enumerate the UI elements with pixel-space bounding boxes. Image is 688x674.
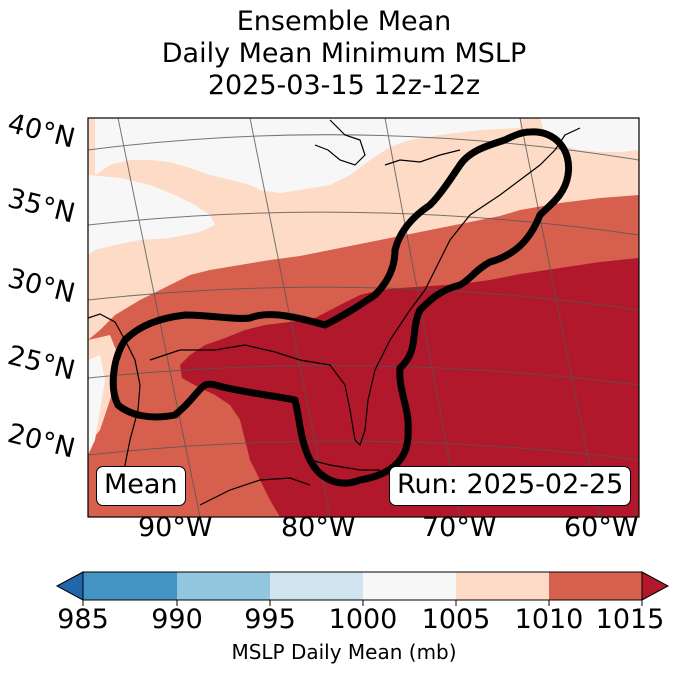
title-line-3: 2025-03-15 12z-12z <box>207 70 481 101</box>
cb-tick-985: 985 <box>57 604 109 635</box>
cb-tick-990: 990 <box>151 604 203 635</box>
cb-tick-1010: 1010 <box>514 604 584 635</box>
colorbar-bin-990-995 <box>177 572 270 600</box>
coastlines <box>88 119 581 506</box>
fill-1000-1005-east <box>540 118 639 152</box>
colorbar-bin-1005-1010 <box>456 572 549 600</box>
title-line-2: Daily Mean Minimum MSLP <box>161 38 527 69</box>
fill-1000-1005-west <box>88 175 215 255</box>
colorbar-bin-1000-1005 <box>363 572 456 600</box>
cb-tick-1015: 1015 <box>595 604 665 635</box>
graticule <box>88 118 639 517</box>
colorbar-bin-995-1000 <box>270 572 363 600</box>
cb-tick-995: 995 <box>244 604 296 635</box>
map-frame <box>87 117 640 518</box>
cb-tick-1000: 1000 <box>328 604 398 635</box>
lon-label-80w: 80°W <box>281 512 356 543</box>
mean-label-box: Mean <box>96 466 186 506</box>
colorbar-extend-high <box>641 571 670 601</box>
cb-tick-1005: 1005 <box>421 604 491 635</box>
lon-label-90w: 90°W <box>138 512 213 543</box>
colorbar-extend-low <box>55 571 84 601</box>
colorbar-bin-1010-1015 <box>549 572 642 600</box>
fill-1000-1005-southwest <box>88 355 105 455</box>
map-area <box>88 118 639 517</box>
title-line-1: Ensemble Mean <box>236 6 452 37</box>
lon-label-70w: 70°W <box>422 512 497 543</box>
run-date-label-box: Run: 2025-02-25 <box>389 466 632 506</box>
colorbar <box>55 571 670 606</box>
mslp-contour <box>109 128 573 487</box>
fill-above-1015 <box>180 258 639 517</box>
colorbar-title: MSLP Daily Mean (mb) <box>231 640 457 664</box>
lon-label-60w: 60°W <box>564 512 639 543</box>
colorbar-bin-985-990 <box>83 572 177 600</box>
